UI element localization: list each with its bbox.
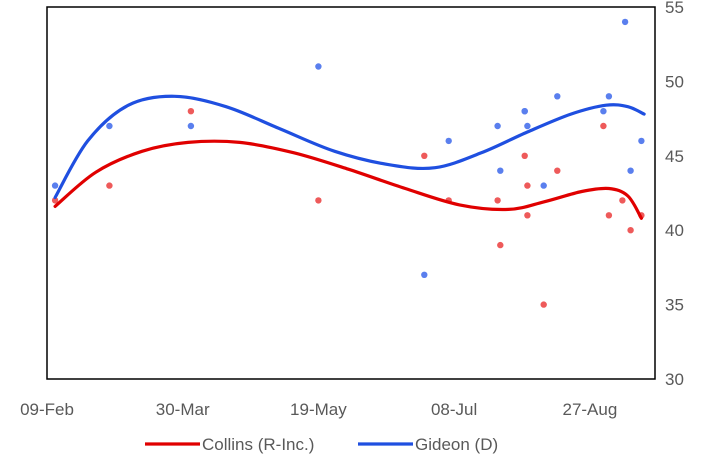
x-tick-label: 08-Jul [431, 400, 477, 419]
data-point-gideon-13 [600, 108, 607, 115]
x-tick-label: 27-Aug [562, 400, 617, 419]
legend: Collins (R-Inc.) Gideon (D) [145, 435, 498, 454]
data-point-collins-12 [554, 167, 561, 174]
data-point-collins-2 [187, 108, 195, 115]
data-point-collins-10 [524, 212, 531, 219]
data-point-gideon-11 [540, 182, 547, 189]
y-tick-label: 55 [665, 0, 684, 17]
data-point-gideon-2 [187, 122, 195, 130]
data-point-gideon-0 [51, 182, 59, 189]
data-point-gideon-16 [627, 167, 634, 174]
legend-label-collins: Collins (R-Inc.) [202, 435, 314, 454]
x-tick-label: 19-May [290, 400, 347, 419]
data-point-collins-0 [51, 197, 59, 204]
y-tick-label: 45 [665, 147, 684, 166]
plot-area [46, 6, 656, 380]
data-point-gideon-4 [421, 271, 428, 278]
trend-line-collins [53, 139, 643, 220]
legend-label-gideon: Gideon (D) [415, 435, 498, 454]
data-point-collins-4 [421, 152, 428, 159]
x-axis-ticks: 09-Feb 30-Mar 19-May 08-Jul 27-Aug [20, 400, 617, 419]
data-point-gideon-5 [445, 137, 452, 145]
scatter-points [51, 18, 645, 308]
data-point-collins-13 [600, 122, 607, 130]
data-point-collins-16 [627, 227, 634, 234]
data-point-gideon-3 [315, 63, 322, 70]
data-point-collins-1 [106, 182, 113, 189]
data-point-collins-6 [494, 197, 501, 204]
data-point-gideon-10 [524, 122, 531, 130]
data-point-gideon-15 [621, 18, 629, 26]
data-point-collins-8 [521, 152, 528, 159]
data-point-collins-11 [540, 301, 547, 308]
y-axis-ticks: 30 35 40 45 50 55 [665, 0, 684, 389]
data-point-gideon-7 [497, 167, 504, 174]
data-point-gideon-6 [494, 122, 501, 130]
data-point-collins-7 [497, 241, 504, 249]
trend-line-gideon [53, 94, 646, 200]
data-point-gideon-1 [106, 122, 113, 130]
trend-lines [53, 94, 646, 220]
y-tick-label: 50 [665, 72, 684, 91]
data-point-collins-3 [315, 197, 322, 204]
data-point-gideon-17 [638, 137, 645, 145]
x-tick-label: 09-Feb [20, 400, 74, 419]
data-point-collins-14 [605, 212, 613, 219]
x-tick-label: 30-Mar [156, 400, 210, 419]
data-point-collins-15 [619, 197, 626, 204]
y-tick-label: 35 [665, 296, 684, 315]
data-point-gideon-12 [554, 93, 561, 100]
data-point-collins-9 [524, 182, 531, 189]
data-point-gideon-14 [605, 93, 613, 100]
y-tick-label: 40 [665, 221, 684, 240]
data-point-gideon-9 [521, 108, 528, 115]
y-tick-label: 30 [665, 370, 684, 389]
